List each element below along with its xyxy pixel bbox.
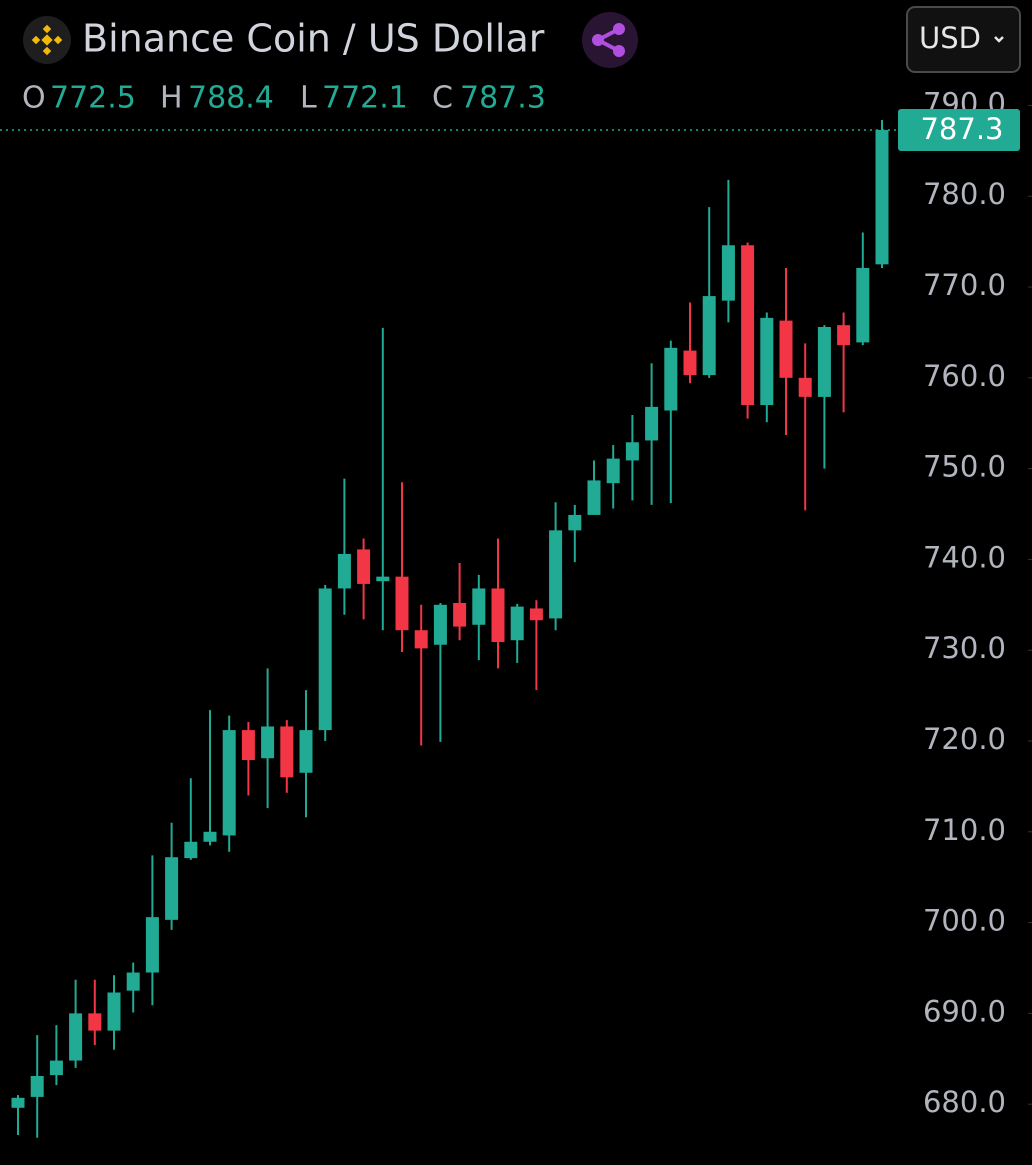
ohlc-legend: O 772.5 H 788.4 L 772.1 C 787.3 bbox=[22, 81, 546, 116]
candle-body bbox=[587, 480, 601, 515]
candle-body bbox=[529, 608, 543, 621]
candle-body bbox=[357, 549, 371, 584]
y-tick-label: 760.0 bbox=[923, 359, 1006, 393]
candle-body bbox=[280, 726, 294, 778]
candle-body bbox=[779, 320, 793, 378]
candle-body bbox=[414, 630, 428, 649]
last-price-label: 787.3 bbox=[920, 112, 1003, 146]
legend-key: L bbox=[300, 81, 317, 116]
candle-body bbox=[299, 730, 313, 773]
candle-body bbox=[741, 245, 755, 406]
candle-body bbox=[453, 602, 467, 627]
candle-body bbox=[184, 841, 198, 859]
y-tick-label: 740.0 bbox=[923, 540, 1006, 574]
legend-key: H bbox=[160, 81, 183, 116]
plot-area bbox=[0, 119, 896, 1138]
candle-body bbox=[165, 857, 179, 920]
candle-body bbox=[798, 377, 812, 397]
y-tick-label: 710.0 bbox=[923, 813, 1006, 847]
legend-key: O bbox=[22, 81, 46, 116]
header: Binance Coin / US Dollar USD bbox=[23, 6, 1021, 73]
candle-body bbox=[568, 514, 582, 531]
candle-body bbox=[817, 326, 831, 397]
share-button[interactable] bbox=[582, 12, 638, 68]
y-tick-label: 770.0 bbox=[923, 268, 1006, 302]
candle-body bbox=[837, 325, 851, 346]
candle-body bbox=[875, 129, 889, 265]
y-tick-label: 750.0 bbox=[923, 450, 1006, 484]
candle-body bbox=[49, 1060, 63, 1076]
candle-body bbox=[145, 917, 159, 973]
y-tick-label: 690.0 bbox=[923, 994, 1006, 1028]
candle-body bbox=[433, 604, 447, 645]
candle-body bbox=[241, 730, 255, 761]
candle-body bbox=[261, 726, 275, 759]
candle-body bbox=[625, 442, 639, 461]
candle-body bbox=[69, 1013, 83, 1061]
candle-body bbox=[491, 588, 505, 643]
candle-body bbox=[126, 972, 140, 991]
legend-value: 788.4 bbox=[188, 81, 274, 116]
candle-body bbox=[107, 992, 121, 1031]
candle-body bbox=[606, 458, 620, 484]
candle-body bbox=[856, 267, 870, 343]
candle-body bbox=[664, 347, 678, 411]
dropdown-arrow bbox=[994, 36, 1004, 43]
candle-body bbox=[721, 245, 735, 301]
candle-body bbox=[510, 606, 524, 641]
legend-key: C bbox=[432, 81, 453, 116]
y-tick-label: 680.0 bbox=[923, 1085, 1006, 1119]
legend-value: 772.1 bbox=[322, 81, 408, 116]
candle-body bbox=[376, 576, 390, 582]
candle-body bbox=[88, 1013, 102, 1031]
candle-body bbox=[203, 831, 217, 842]
y-tick-label: 700.0 bbox=[923, 904, 1006, 938]
price-axis: 680.0 690.0 700.0 710.0 720.0 730.0 740.0 750.0… bbox=[898, 86, 1032, 1119]
legend-value: 772.5 bbox=[50, 81, 136, 116]
candle-body bbox=[222, 730, 236, 836]
coin-icon bbox=[31, 24, 63, 56]
candle-body bbox=[645, 406, 659, 441]
candle-body bbox=[11, 1097, 25, 1108]
candle-body bbox=[472, 588, 486, 625]
chart-title: Binance Coin / US Dollar bbox=[82, 17, 545, 61]
candle-body bbox=[760, 317, 774, 406]
y-tick-label: 730.0 bbox=[923, 631, 1006, 665]
candle-body bbox=[702, 296, 716, 376]
candle-body bbox=[549, 530, 563, 619]
candle-body bbox=[30, 1076, 44, 1097]
y-tick-label: 720.0 bbox=[923, 722, 1006, 756]
candle-body bbox=[337, 553, 351, 589]
candle-body bbox=[318, 588, 332, 731]
currency-label: USD bbox=[919, 21, 981, 55]
y-tick-label: 780.0 bbox=[923, 177, 1006, 211]
legend-value: 787.3 bbox=[460, 81, 546, 116]
candle-body bbox=[395, 576, 409, 631]
candle-body bbox=[683, 350, 697, 376]
last-price-tag bbox=[898, 108, 1020, 151]
share-icon bbox=[592, 23, 625, 57]
currency-button[interactable] bbox=[906, 6, 1021, 73]
